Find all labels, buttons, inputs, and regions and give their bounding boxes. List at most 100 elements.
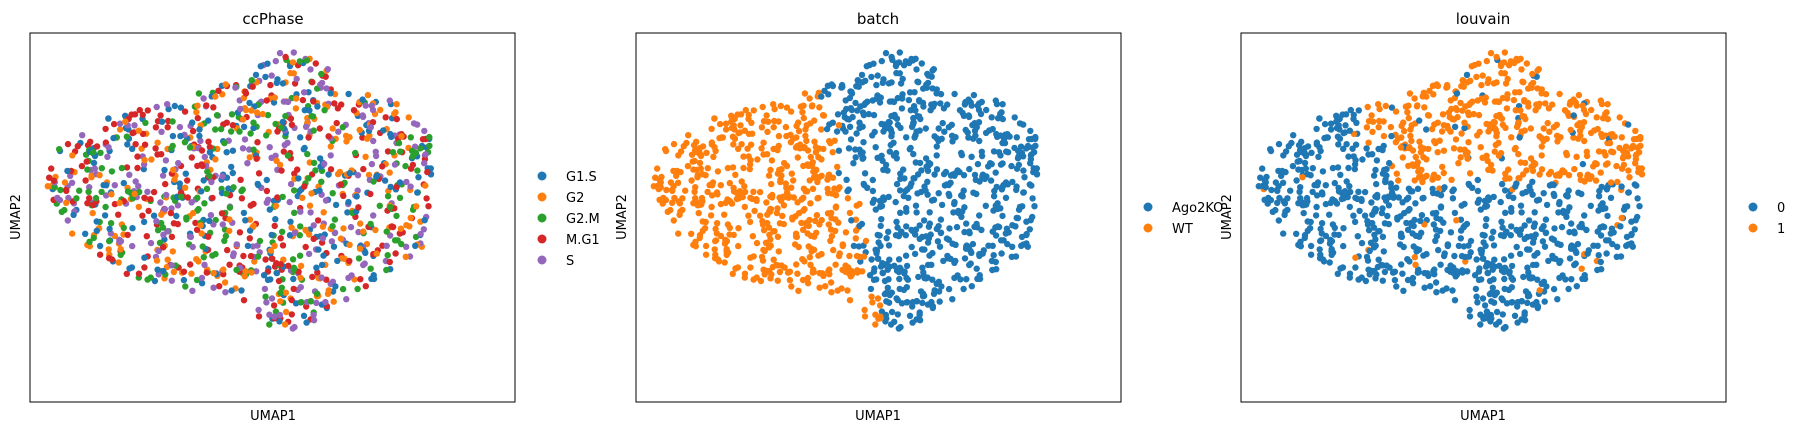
scatter-point-Ago2KO	[908, 243, 915, 251]
scatter-point-WT	[869, 299, 876, 306]
scatter-point-M.G1	[123, 270, 130, 277]
scatter-point-0	[1559, 272, 1566, 279]
scatter-point-G1.S	[225, 185, 232, 192]
scatter-point-0	[1285, 143, 1293, 150]
scatter-point-WT	[682, 187, 689, 194]
scatter-point-Ago2KO	[852, 99, 859, 107]
scatter-point-Ago2KO	[943, 235, 951, 242]
scatter-point-M.G1	[271, 222, 278, 230]
scatter-point-S	[261, 285, 269, 293]
scatter-point-M.G1	[302, 243, 309, 251]
scatter-point-S	[310, 317, 318, 324]
scatter-point-G2	[62, 199, 70, 206]
scatter-point-0	[1565, 285, 1572, 293]
scatter-point-Ago2KO	[1009, 243, 1016, 250]
scatter-point-WT	[794, 199, 801, 206]
scatter-point-G2	[330, 298, 337, 305]
scatter-point-0	[1278, 172, 1285, 179]
scatter-point-0	[1613, 253, 1621, 260]
scatter-point-0	[1328, 251, 1335, 259]
scatter-point-G1.S	[101, 212, 109, 219]
scatter-point-Ago2KO	[870, 111, 878, 119]
scatter-point-G1.S	[140, 165, 147, 173]
scatter-point-G2	[96, 172, 103, 179]
scatter-point-Ago2KO	[916, 127, 923, 134]
scatter-point-WT	[828, 289, 835, 296]
scatter-point-0	[1487, 318, 1494, 325]
scatter-point-Ago2KO	[892, 232, 900, 239]
scatter-point-WT	[861, 313, 869, 320]
scatter-point-S	[322, 298, 329, 306]
scatter-point-G2.M	[329, 223, 336, 230]
scatter-point-0	[1607, 194, 1615, 201]
scatter-point-0	[1274, 199, 1281, 206]
scatter-point-G2	[357, 220, 364, 227]
scatter-point-G1.S	[314, 103, 321, 110]
scatter-point-S	[276, 49, 284, 57]
scatter-point-1	[1468, 62, 1476, 70]
x-axis-label: UMAP1	[855, 409, 901, 424]
scatter-point-0	[1542, 229, 1550, 236]
scatter-point-WT	[795, 209, 803, 217]
scatter-point-G1.S	[160, 267, 167, 275]
scatter-point-0	[1385, 202, 1393, 209]
scatter-point-1	[1597, 169, 1604, 176]
scatter-point-0	[1379, 233, 1387, 240]
scatter-point-Ago2KO	[869, 97, 876, 104]
scatter-point-WT	[813, 212, 821, 219]
scatter-point-S	[355, 228, 362, 236]
scatter-point-Ago2KO	[949, 296, 956, 303]
scatter-point-M.G1	[379, 163, 386, 170]
scatter-point-WT	[775, 132, 783, 140]
scatter-point-0	[1370, 172, 1378, 179]
scatter-point-Ago2KO	[880, 194, 887, 201]
scatter-point-Ago2KO	[859, 155, 866, 162]
scatter-point-S	[321, 160, 328, 167]
scatter-point-Ago2KO	[1002, 179, 1010, 186]
scatter-point-G2.M	[233, 266, 240, 274]
scatter-point-M.G1	[301, 183, 308, 190]
scatter-point-Ago2KO	[899, 75, 906, 83]
scatter-point-Ago2KO	[883, 235, 890, 242]
scatter-point-1	[1410, 162, 1417, 170]
axes-frame	[635, 32, 1122, 403]
scatter-point-G1.S	[313, 264, 320, 271]
scatter-point-S	[144, 188, 151, 195]
legend: 0 1	[1748, 201, 1785, 237]
scatter-point-Ago2KO	[873, 247, 881, 254]
scatter-point-Ago2KO	[909, 57, 917, 64]
scatter-point-0	[1400, 287, 1407, 294]
scatter-point-1	[1538, 166, 1546, 173]
scatter-point-0	[1499, 224, 1506, 231]
scatter-point-0	[1521, 235, 1528, 242]
scatter-point-0	[1486, 277, 1494, 285]
scatter-point-S	[348, 272, 355, 279]
scatter-point-1	[1365, 139, 1372, 146]
scatter-point-Ago2KO	[895, 256, 903, 263]
scatter-point-1	[1481, 99, 1489, 106]
scatter-point-1	[1573, 153, 1580, 160]
scatter-point-1	[1536, 287, 1543, 294]
scatter-point-1	[1483, 152, 1490, 159]
scatter-point-1	[1405, 114, 1413, 122]
scatter-point-1	[1575, 91, 1583, 99]
scatter-point-WT	[657, 184, 664, 191]
scatter-point-0	[1603, 250, 1610, 257]
scatter-point-0	[1557, 241, 1564, 248]
scatter-point-1	[1637, 133, 1644, 141]
scatter-point-1	[1448, 176, 1455, 183]
scatter-point-Ago2KO	[869, 176, 876, 184]
scatter-point-G2.M	[86, 238, 93, 245]
scatter-point-WT	[759, 218, 766, 225]
scatter-point-S	[307, 66, 314, 73]
scatter-point-G2.M	[199, 243, 206, 250]
scatter-point-Ago2KO	[1013, 214, 1020, 222]
scatter-point-G1.S	[344, 209, 351, 216]
scatter-point-Ago2KO	[879, 269, 887, 277]
scatter-point-WT	[668, 186, 676, 194]
scatter-point-0	[1346, 270, 1354, 277]
scatter-point-Ago2KO	[925, 235, 933, 242]
scatter-point-0	[1500, 325, 1508, 332]
scatter-point-0	[1473, 293, 1480, 300]
scatter-point-WT	[652, 174, 659, 181]
